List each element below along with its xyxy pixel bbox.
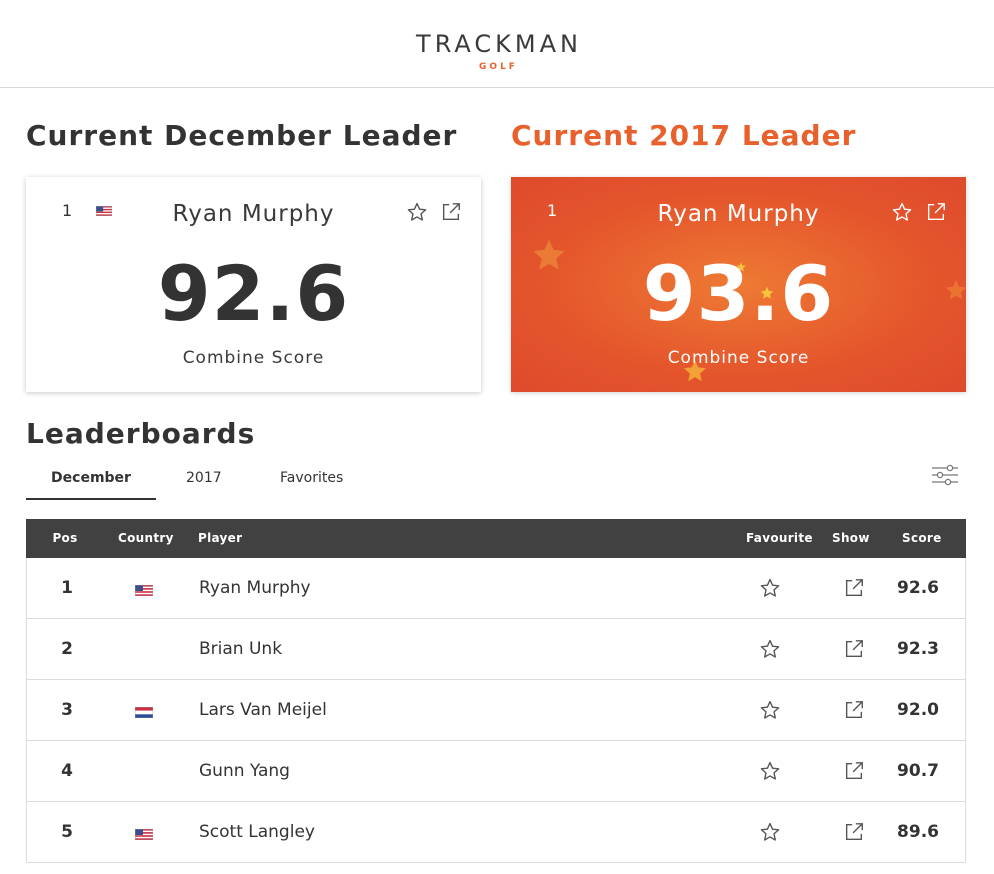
leader-score: 92.6 [157, 249, 350, 338]
row-position: 2 [61, 639, 73, 659]
leader-score-label: Combine Score [667, 348, 810, 368]
row-score: 92.6 [897, 578, 939, 598]
star-icon[interactable] [891, 201, 913, 223]
decorative-star-icon [736, 262, 746, 272]
year-leader-title: Current 2017 Leader [511, 119, 857, 152]
decorative-star-icon [760, 286, 774, 299]
row-player-name[interactable]: Brian Unk [199, 639, 283, 659]
table-row[interactable]: 4 Gunn Yang 90.7 [26, 741, 966, 802]
star-icon[interactable] [759, 760, 781, 782]
external-link-icon[interactable] [440, 201, 462, 223]
trackman-logo-sub: GOLF [479, 62, 518, 72]
decorative-star-icon [945, 280, 966, 300]
column-header-score[interactable]: Score [902, 531, 942, 545]
row-player-name[interactable]: Ryan Murphy [199, 578, 311, 598]
month-leader-title: Current December Leader [26, 119, 458, 152]
external-link-icon[interactable] [843, 577, 865, 599]
external-link-icon[interactable] [843, 760, 865, 782]
sliders-icon[interactable] [931, 464, 959, 486]
nl-flag-icon [135, 707, 153, 718]
tab-december[interactable]: December [26, 470, 156, 500]
leader-position: 1 [547, 201, 558, 220]
leader-score-label: Combine Score [182, 348, 325, 368]
year-leader-card: 1 Ryan Murphy 93.6 Combine Score [511, 177, 966, 392]
table-row[interactable]: 5 Scott Langley 89.6 [26, 802, 966, 863]
leaderboard-table: Pos Country Player Favourite Show Score … [26, 519, 966, 863]
tab-favorites[interactable]: Favorites [280, 470, 344, 486]
site-header: TRACKMAN GOLF [0, 0, 994, 88]
external-link-icon[interactable] [843, 638, 865, 660]
star-icon[interactable] [406, 201, 428, 223]
leader-position: 1 [62, 201, 73, 220]
row-score: 89.6 [897, 822, 939, 842]
month-leader-card: 1 Ryan Murphy 92.6 Combine Score [26, 177, 481, 392]
external-link-icon[interactable] [925, 201, 947, 223]
us-flag-icon [135, 585, 153, 596]
trackman-logo[interactable]: TRACKMAN [416, 30, 582, 58]
leader-score: 93.6 [642, 249, 835, 338]
column-header-show[interactable]: Show [832, 531, 870, 545]
table-row[interactable]: 3 Lars Van Meijel 92.0 [26, 680, 966, 741]
row-score: 92.0 [897, 700, 939, 720]
decorative-star-icon [684, 360, 706, 382]
row-position: 4 [61, 761, 73, 781]
row-score: 90.7 [897, 761, 939, 781]
row-score: 92.3 [897, 639, 939, 659]
column-header-favourite[interactable]: Favourite [746, 531, 813, 545]
column-header-player[interactable]: Player [198, 531, 243, 545]
decorative-star-icon [533, 239, 565, 270]
leader-name: Ryan Murphy [172, 201, 335, 227]
leaderboards-title: Leaderboards [26, 417, 256, 450]
table-row[interactable]: 1 Ryan Murphy 92.6 [26, 558, 966, 619]
external-link-icon[interactable] [843, 699, 865, 721]
row-position: 5 [61, 822, 73, 842]
table-header: Pos Country Player Favourite Show Score [26, 519, 966, 558]
star-icon[interactable] [759, 638, 781, 660]
star-icon[interactable] [759, 821, 781, 843]
row-position: 3 [61, 700, 73, 720]
us-flag-icon [135, 829, 153, 840]
row-player-name[interactable]: Scott Langley [199, 822, 315, 842]
tab-2017[interactable]: 2017 [186, 470, 222, 486]
external-link-icon[interactable] [843, 821, 865, 843]
column-header-country[interactable]: Country [118, 531, 174, 545]
star-icon[interactable] [759, 699, 781, 721]
row-position: 1 [61, 578, 73, 598]
column-header-pos[interactable]: Pos [52, 531, 78, 545]
leader-name: Ryan Murphy [657, 201, 820, 227]
row-player-name[interactable]: Gunn Yang [199, 761, 290, 781]
table-row[interactable]: 2 Brian Unk 92.3 [26, 619, 966, 680]
row-player-name[interactable]: Lars Van Meijel [199, 700, 327, 720]
star-icon[interactable] [759, 577, 781, 599]
